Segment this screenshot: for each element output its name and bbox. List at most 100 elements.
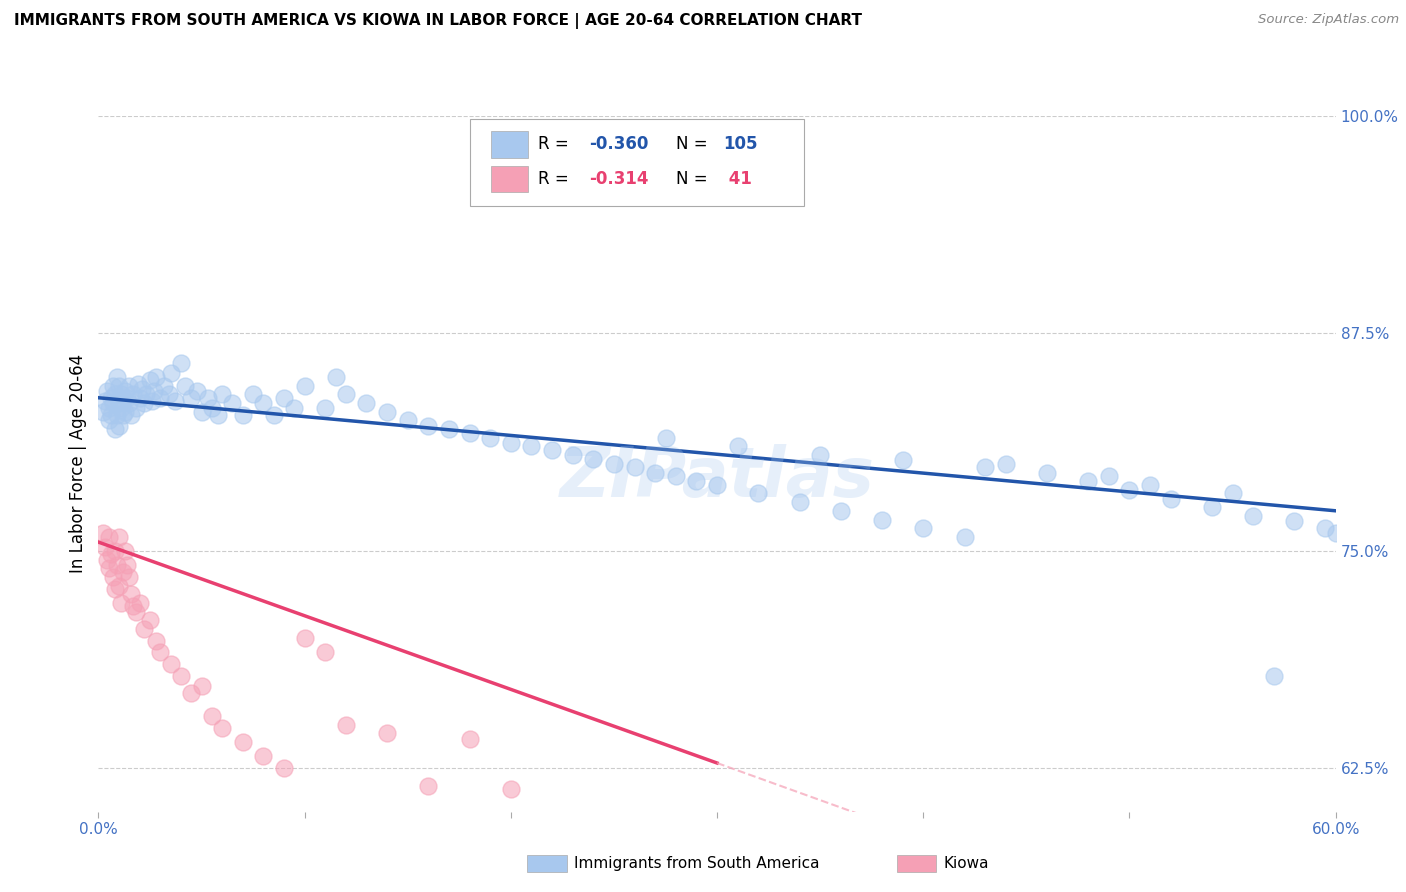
Point — [190, 404, 212, 418]
Point — [197, 391, 219, 405]
Point — [117, 558, 139, 572]
Point — [654, 431, 676, 445]
Point — [143, 384, 166, 398]
Point — [93, 394, 115, 409]
Point — [122, 387, 145, 401]
Point — [252, 396, 274, 410]
Point — [458, 425, 481, 440]
Point — [108, 378, 131, 392]
Point — [141, 394, 163, 409]
Point — [375, 726, 398, 740]
Point — [273, 761, 295, 775]
Point — [108, 530, 131, 544]
Point — [124, 401, 146, 416]
Y-axis label: In Labor Force | Age 20-64: In Labor Force | Age 20-64 — [69, 354, 87, 574]
Point — [118, 378, 141, 392]
Point — [582, 451, 605, 466]
Point — [294, 631, 316, 645]
Point — [118, 396, 141, 410]
Point — [1324, 526, 1347, 541]
Point — [1284, 514, 1306, 528]
Point — [789, 495, 811, 509]
Point — [105, 558, 128, 572]
Point — [418, 418, 440, 433]
FancyBboxPatch shape — [470, 120, 804, 206]
Point — [112, 565, 135, 579]
Point — [108, 418, 131, 433]
Point — [110, 401, 132, 416]
Point — [747, 486, 769, 500]
Point — [101, 378, 124, 392]
Point — [314, 401, 336, 416]
Point — [110, 387, 132, 401]
Text: -0.360: -0.360 — [589, 136, 650, 153]
Text: R =: R = — [537, 136, 574, 153]
Point — [180, 686, 202, 700]
Point — [101, 396, 124, 410]
Point — [499, 436, 522, 450]
Point — [114, 543, 136, 558]
Point — [1315, 521, 1337, 535]
Point — [232, 408, 254, 422]
Point — [97, 401, 120, 416]
Point — [644, 466, 666, 480]
Point — [118, 570, 141, 584]
Point — [190, 680, 212, 694]
Point — [1222, 486, 1244, 500]
Point — [139, 614, 162, 628]
Point — [221, 396, 243, 410]
Point — [603, 457, 626, 471]
Point — [891, 453, 914, 467]
Point — [207, 408, 229, 422]
Point — [163, 394, 186, 409]
Point — [139, 373, 162, 387]
Point — [108, 578, 131, 592]
Point — [149, 391, 172, 405]
Point — [356, 396, 378, 410]
Point — [499, 782, 522, 797]
Point — [120, 587, 142, 601]
Point — [561, 448, 583, 462]
Point — [953, 530, 976, 544]
Point — [91, 526, 114, 541]
Point — [479, 431, 502, 445]
Bar — [491, 166, 527, 193]
Point — [541, 442, 564, 457]
Point — [912, 521, 935, 535]
Point — [93, 541, 115, 555]
Point — [157, 387, 180, 401]
Point — [870, 512, 893, 526]
Point — [159, 367, 181, 381]
Point — [727, 439, 749, 453]
Point — [1263, 669, 1285, 683]
Point — [273, 391, 295, 405]
Text: Immigrants from South America: Immigrants from South America — [574, 856, 820, 871]
Point — [100, 391, 122, 405]
Point — [1118, 483, 1140, 497]
Point — [132, 396, 155, 410]
Point — [252, 749, 274, 764]
Point — [97, 413, 120, 427]
Point — [101, 570, 124, 584]
Text: R =: R = — [537, 170, 574, 188]
Point — [1241, 508, 1264, 523]
Point — [135, 387, 157, 401]
Point — [97, 530, 120, 544]
Point — [706, 477, 728, 491]
Point — [100, 547, 122, 561]
Text: N =: N = — [676, 170, 713, 188]
Point — [437, 422, 460, 436]
Point — [170, 669, 193, 683]
Point — [104, 582, 127, 596]
Point — [685, 474, 707, 488]
Point — [91, 404, 114, 418]
Point — [108, 396, 131, 410]
Point — [153, 378, 176, 392]
Bar — [491, 131, 527, 158]
Point — [145, 634, 167, 648]
Point — [132, 622, 155, 636]
Point — [665, 469, 688, 483]
Point — [120, 408, 142, 422]
Point — [232, 735, 254, 749]
Point — [131, 382, 153, 396]
